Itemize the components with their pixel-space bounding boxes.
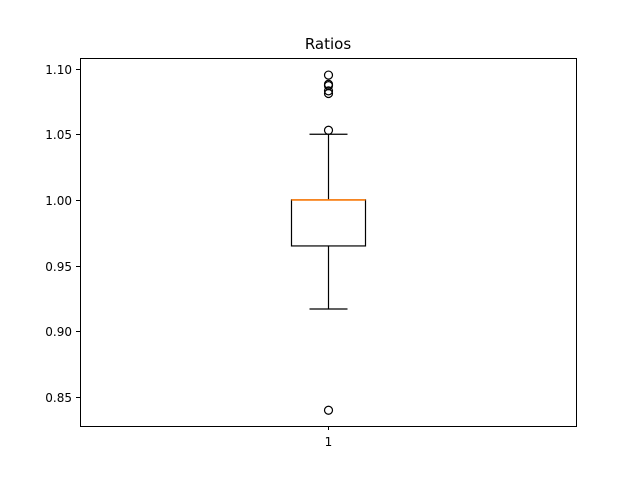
box-series [290, 70, 367, 415]
y-tick-label: 1.10 [45, 63, 72, 77]
y-tick-label: 0.95 [45, 260, 72, 274]
y-tick-label: 1.05 [45, 128, 72, 142]
y-axis: 0.85 0.90 0.95 1.00 1.05 1.10 [45, 63, 80, 405]
y-tick-label: 0.85 [45, 391, 72, 405]
outlier-point [323, 125, 334, 135]
outlier-point [323, 86, 334, 96]
x-tick-label: 1 [325, 435, 333, 449]
y-tick-label: 0.90 [45, 325, 72, 339]
x-axis: 1 [325, 426, 333, 449]
chart-title: Ratios [305, 35, 352, 53]
outlier-point [323, 79, 334, 89]
outlier-point [323, 70, 334, 80]
outlier-point [323, 405, 334, 415]
y-tick-label: 1.00 [45, 194, 72, 208]
